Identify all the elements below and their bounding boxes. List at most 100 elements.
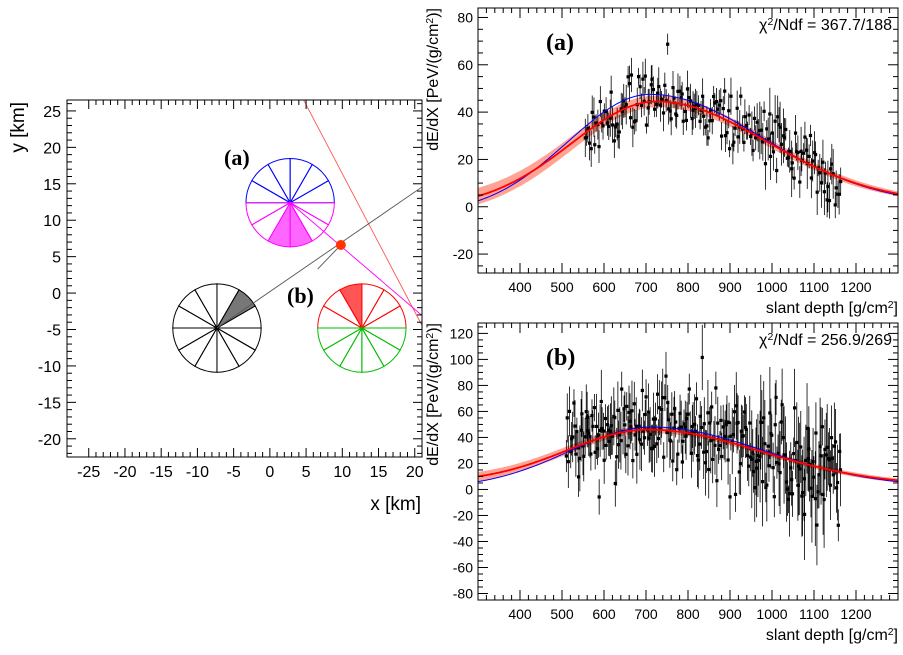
data-point [707, 467, 711, 472]
data-point [656, 91, 660, 95]
data-point [574, 452, 578, 456]
data-point [655, 442, 659, 446]
data-point [631, 458, 635, 463]
data-point [587, 141, 592, 145]
data-point [718, 443, 722, 448]
data-point [813, 497, 817, 501]
map-ytick-label: -10 [38, 359, 61, 376]
data-point [671, 86, 675, 90]
profile-ytick-label: 40 [457, 429, 473, 445]
data-point [566, 460, 570, 464]
data-point [708, 421, 712, 425]
data-point [743, 426, 748, 430]
data-point [637, 424, 641, 428]
data-point [733, 126, 737, 130]
data-point [678, 411, 682, 415]
data-point [824, 453, 828, 457]
data-point [793, 131, 798, 135]
map-ytick-label: -20 [38, 432, 61, 449]
data-point [836, 523, 840, 527]
data-point [802, 512, 807, 516]
data-point [592, 406, 596, 410]
data-point [733, 492, 738, 497]
profile-panel-a: 400 500 600 700 800 900 1000 1100 1200 -20 0 20 40 60… [425, 7, 899, 317]
data-point [672, 96, 676, 100]
data-point [582, 454, 586, 458]
map-ytick-label: 25 [43, 104, 61, 121]
data-point [783, 453, 787, 457]
data-point [691, 430, 695, 434]
data-point [653, 417, 658, 421]
data-point [605, 121, 610, 125]
data-points [564, 324, 843, 566]
profile-ytick-label: 40 [457, 104, 473, 120]
data-point [806, 457, 810, 461]
data-point [799, 149, 803, 154]
data-point [782, 135, 787, 140]
profile-ytick-label: 80 [457, 377, 473, 393]
data-point [742, 140, 746, 144]
data-point [826, 184, 830, 189]
data-point [741, 434, 745, 438]
profile-xtick-label: 700 [634, 279, 658, 295]
data-point [631, 125, 635, 129]
data-point [766, 444, 770, 448]
data-point [604, 110, 608, 114]
profile-xtick-label: 1100 [799, 279, 829, 295]
data-point [812, 151, 817, 155]
data-point [693, 422, 697, 427]
data-point [723, 434, 727, 439]
data-point [644, 123, 649, 127]
data-point [775, 461, 779, 465]
data-point [602, 458, 606, 462]
profile-chi2-label: χ2/Ndf = 367.7/188 [759, 17, 892, 35]
data-point [728, 495, 732, 499]
data-point [640, 388, 644, 393]
data-point [760, 420, 764, 424]
data-point [668, 109, 672, 113]
fit-curve-red [478, 100, 898, 197]
data-point [704, 449, 709, 454]
data-point [831, 473, 835, 477]
data-point [799, 445, 803, 449]
map-ylabel: y [km] [8, 102, 29, 153]
data-point [625, 404, 629, 409]
data-point [639, 442, 644, 446]
data-point [742, 410, 747, 414]
data-point [786, 155, 791, 160]
data-point [676, 452, 680, 456]
data-point [665, 430, 669, 435]
data-point [673, 407, 677, 411]
profile-xtick-label: 900 [718, 606, 742, 622]
data-point [564, 454, 568, 458]
data-point [630, 409, 634, 413]
data-point [773, 119, 777, 123]
profile-xtick-label: 1000 [756, 279, 787, 295]
data-point [619, 439, 623, 443]
data-point [768, 411, 772, 415]
data-point [727, 420, 731, 425]
data-point [803, 135, 807, 139]
data-point [725, 131, 729, 135]
data-point [580, 412, 584, 416]
data-point [804, 148, 809, 152]
data-point [729, 94, 733, 98]
data-point [616, 443, 621, 447]
data-point [796, 151, 800, 155]
map-xtick-label: -15 [150, 464, 173, 481]
data-point [724, 423, 728, 427]
data-point [667, 418, 671, 422]
data-point [747, 464, 751, 468]
data-point [660, 408, 664, 412]
data-point [676, 89, 680, 94]
data-point [790, 478, 794, 482]
data-point [737, 470, 741, 474]
profile-xtick-label: 800 [676, 606, 700, 622]
data-point [721, 106, 725, 111]
data-point [696, 458, 700, 462]
data-point [649, 83, 653, 87]
profile-ylabel: dE/dX [PeV/(g/cm2)] [425, 323, 443, 466]
map-line-0 [303, 100, 422, 327]
data-point [685, 87, 690, 91]
profile-ytick-label: 60 [457, 403, 473, 419]
